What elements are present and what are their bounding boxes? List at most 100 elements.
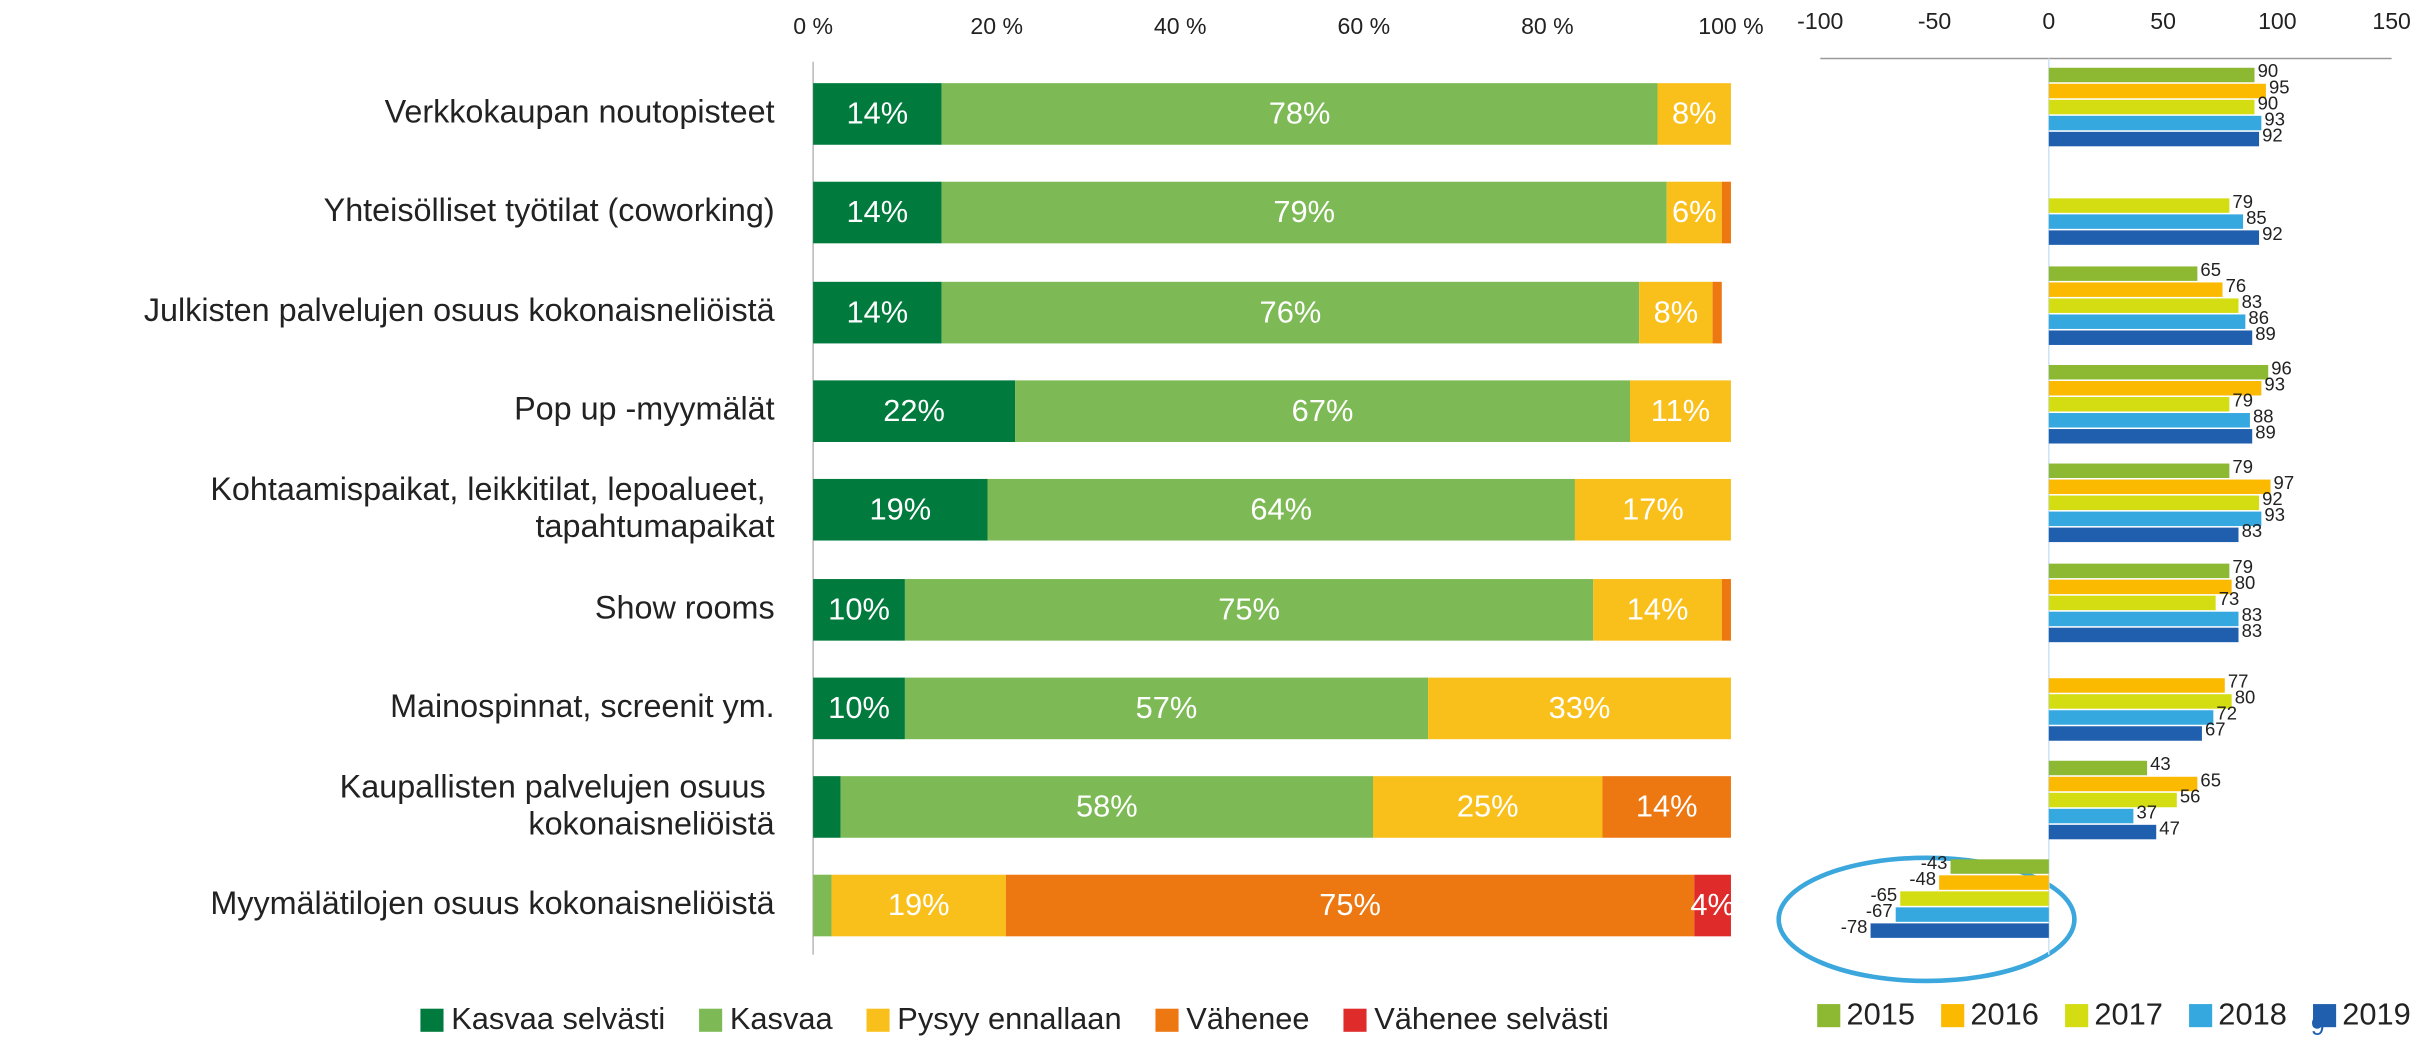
data-label: 64% — [1250, 491, 1312, 526]
data-label: 57% — [1136, 690, 1198, 725]
legend-label: 2019 — [2342, 997, 2411, 1032]
bar-segment — [1639, 281, 1713, 344]
legend-swatch — [1155, 1008, 1179, 1032]
data-label: 17% — [1622, 491, 1684, 526]
bar — [2048, 198, 2230, 213]
x-tick-label: 20 % — [970, 13, 1023, 39]
bar-segment — [831, 874, 1006, 937]
bar — [1895, 907, 2049, 922]
data-label: 65 — [2200, 259, 2221, 280]
bar — [2048, 694, 2232, 709]
bar-segment — [813, 380, 1016, 442]
data-label: 80 — [2235, 572, 2256, 593]
bar — [2048, 479, 2271, 495]
data-label: 25% — [1457, 789, 1519, 824]
data-label: 11% — [1651, 393, 1710, 428]
category-label: Show rooms — [595, 589, 775, 625]
category-label: Kohtaamispaikat, leikkitilat, lepoalueet… — [210, 471, 774, 544]
legend-label: 2015 — [1846, 997, 1915, 1032]
data-label: 79 — [2232, 556, 2253, 577]
x-tick-label: 60 % — [1338, 13, 1391, 39]
legend-swatch — [2189, 1004, 2213, 1028]
bar — [2048, 760, 2148, 776]
bar-segment — [813, 677, 905, 740]
x-tick-label: -50 — [1918, 8, 1951, 34]
legend-label: 2017 — [2094, 997, 2163, 1032]
data-label: 86 — [2248, 307, 2269, 328]
data-label: 92 — [2262, 223, 2283, 244]
data-label: 8% — [1672, 96, 1717, 131]
data-label: 14% — [847, 294, 909, 329]
data-label: 93 — [2264, 373, 2285, 394]
bar-segment — [1593, 579, 1722, 641]
bar-segment — [813, 776, 841, 838]
data-label: 22% — [883, 393, 945, 428]
bar-segment — [941, 281, 1640, 344]
legend-swatch — [699, 1008, 723, 1032]
bar — [2048, 364, 2269, 380]
data-label: 75% — [1218, 592, 1280, 627]
data-label: 8% — [1654, 294, 1699, 329]
x-tick-label: -100 — [1797, 8, 1843, 34]
bar-segment — [813, 281, 942, 344]
bar — [2048, 563, 2230, 579]
data-label: 19% — [888, 887, 950, 922]
bar-segment — [941, 181, 1667, 244]
bar-segment — [1629, 380, 1731, 442]
legend-label: 2018 — [2218, 997, 2287, 1032]
bar-segment — [813, 83, 942, 145]
bar — [2048, 67, 2255, 83]
bar — [2048, 429, 2253, 444]
bar — [2048, 611, 2239, 627]
data-label: 78% — [1269, 96, 1331, 131]
data-label: 65 — [2200, 769, 2221, 790]
bar-segment — [1712, 281, 1722, 344]
bar-segment — [904, 579, 1594, 641]
bar-segment — [1694, 874, 1731, 937]
data-label: 67 — [2205, 719, 2226, 740]
legend-swatch — [1343, 1008, 1367, 1032]
bar-segment — [1574, 478, 1731, 541]
data-label: -48 — [1909, 868, 1936, 889]
bar — [2048, 495, 2260, 511]
bar — [2048, 678, 2225, 693]
legend-swatch — [2065, 1004, 2089, 1028]
data-label: 19% — [869, 491, 931, 526]
bar — [2048, 298, 2239, 313]
x-tick-label: 50 — [2150, 8, 2176, 34]
bar — [2048, 314, 2246, 329]
data-label: 75% — [1319, 887, 1381, 922]
data-label: 10% — [828, 592, 890, 627]
category-label: Kaupallisten palvelujen osuus kokonaisne… — [340, 768, 775, 841]
data-label: 76 — [2226, 275, 2247, 296]
data-label: 76% — [1260, 294, 1322, 329]
highlight-ellipse — [1776, 855, 2077, 984]
data-label: -78 — [1841, 916, 1868, 937]
data-label: 89 — [2255, 323, 2276, 344]
data-label: 79 — [2232, 390, 2253, 411]
x-tick-label: 0 — [2042, 8, 2055, 34]
category-label: Verkkokaupan noutopisteet — [385, 94, 775, 130]
bar — [2048, 413, 2250, 428]
category-label: Julkisten palvelujen osuus kokonaisneliö… — [144, 292, 775, 328]
data-label: 79 — [2232, 456, 2253, 477]
bar-segment — [813, 579, 905, 641]
bar-segment — [1721, 579, 1731, 641]
data-label: -67 — [1866, 900, 1893, 921]
bar — [2048, 115, 2262, 131]
category-label: Myymälätilojen osuus kokonaisneliöistä — [210, 885, 774, 921]
bar-segment — [840, 776, 1374, 838]
bar-segment — [1005, 874, 1695, 937]
data-label: 58% — [1076, 789, 1138, 824]
data-label: 80 — [2235, 687, 2256, 708]
bar — [2048, 710, 2214, 725]
data-label: 14% — [1636, 789, 1698, 824]
data-label: 97 — [2274, 472, 2295, 493]
legend-swatch — [1941, 1004, 1965, 1028]
x-tick-label: 0 % — [793, 13, 833, 39]
bar — [2048, 214, 2244, 229]
bar — [2048, 808, 2134, 824]
bar-segment — [813, 181, 942, 244]
data-label: 10% — [828, 690, 890, 725]
legend-label: Kasvaa — [730, 1001, 834, 1036]
